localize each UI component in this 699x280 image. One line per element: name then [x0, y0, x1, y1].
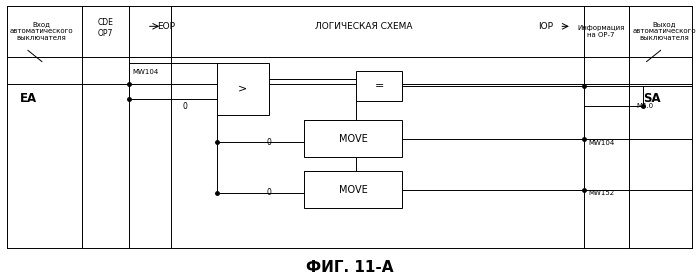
Text: MW152: MW152 — [589, 190, 614, 196]
Bar — [356, 71, 402, 101]
Text: 0: 0 — [267, 138, 271, 147]
Text: CDE
OP7: CDE OP7 — [98, 18, 113, 38]
Text: MOVE: MOVE — [338, 185, 368, 195]
Text: ФИГ. 11-A: ФИГ. 11-A — [305, 260, 394, 275]
Text: MW104: MW104 — [589, 140, 615, 146]
Bar — [304, 171, 402, 208]
Text: Информация
на ОР-7: Информация на ОР-7 — [577, 25, 625, 38]
Text: SA: SA — [642, 92, 661, 104]
Text: M4.0: M4.0 — [636, 103, 653, 109]
Bar — [304, 120, 402, 157]
Text: =: = — [375, 81, 384, 91]
Text: ЛОГИЧЕСКАЯ СХЕМА: ЛОГИЧЕСКАЯ СХЕМА — [315, 22, 412, 31]
Text: Вход
автоматического
выключателя: Вход автоматического выключателя — [9, 21, 73, 41]
Bar — [217, 63, 269, 115]
Text: EOP: EOP — [157, 22, 175, 31]
Text: EA: EA — [20, 92, 36, 104]
Text: >: > — [238, 84, 247, 94]
Text: IOP: IOP — [538, 22, 553, 31]
Text: MOVE: MOVE — [338, 134, 368, 144]
Text: MW104: MW104 — [133, 69, 159, 75]
Text: 0: 0 — [267, 188, 271, 197]
Text: Выход
автоматического
выключателя: Выход автоматического выключателя — [632, 21, 696, 41]
Text: 0: 0 — [183, 102, 187, 111]
